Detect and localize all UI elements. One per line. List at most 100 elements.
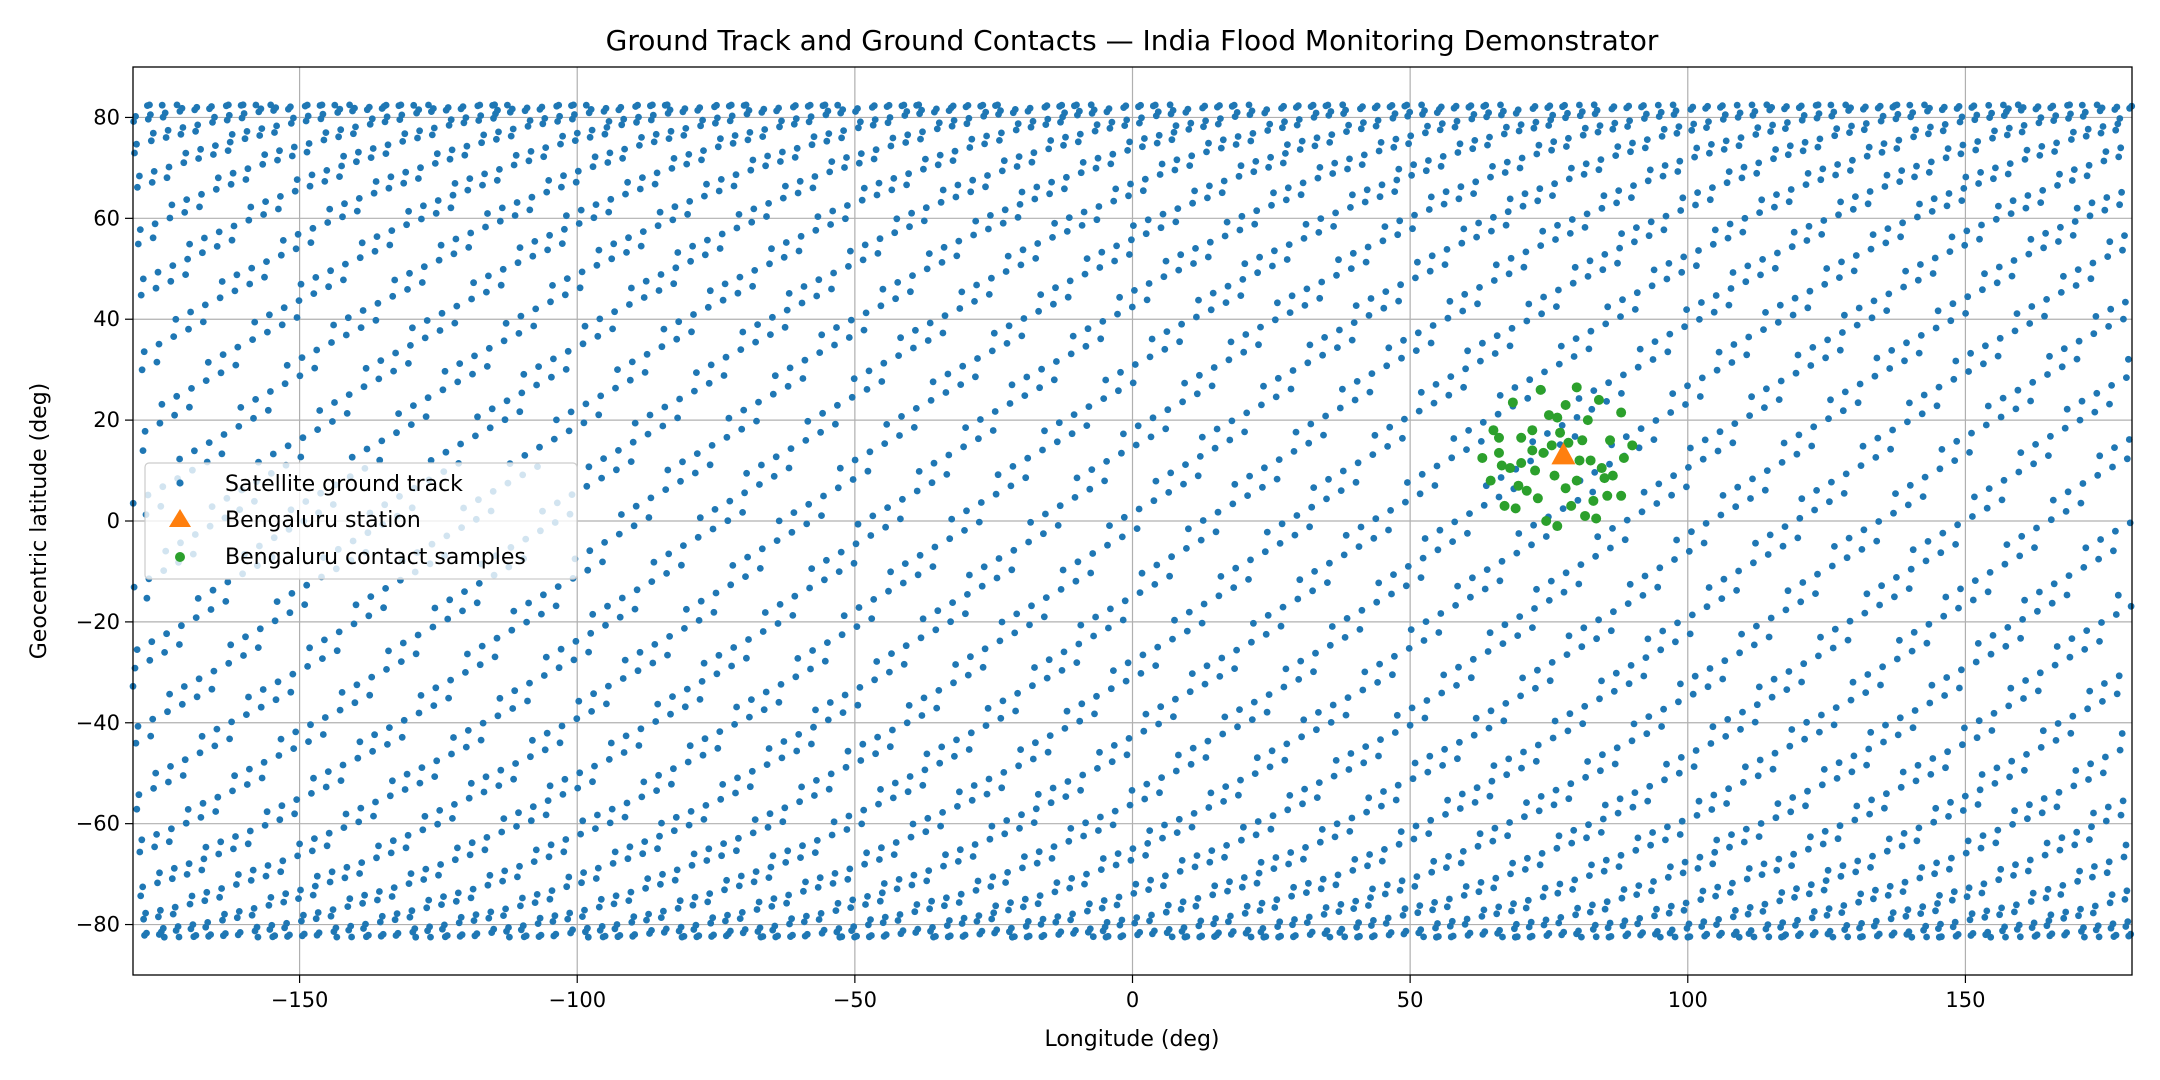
ground-track-point (1469, 655, 1477, 663)
ground-track-point (1254, 269, 1261, 277)
ground-track-point (923, 750, 931, 758)
ground-track-point (941, 902, 948, 910)
ground-track-point (520, 370, 528, 378)
ground-track-point (322, 129, 330, 137)
ground-track-point (1968, 429, 1975, 437)
ground-track-point (989, 873, 997, 881)
ground-track-point (1472, 714, 1480, 722)
ground-track-point (497, 766, 505, 774)
ground-track-point (1987, 933, 1995, 941)
ground-track-point (541, 746, 549, 754)
ground-track-point (2084, 125, 2092, 133)
ground-track-point (606, 819, 614, 827)
ground-track-point (478, 139, 485, 147)
ground-track-point (1023, 373, 1031, 381)
ground-track-point (1016, 201, 1024, 208)
ground-track-point (1359, 686, 1367, 694)
ground-track-point (1914, 761, 1922, 769)
ground-track-point (1454, 582, 1461, 590)
ground-track-point (800, 283, 808, 290)
ground-track-point (338, 162, 345, 170)
ground-track-point (511, 687, 519, 695)
ground-track-point (617, 103, 625, 111)
ground-track-point (375, 375, 383, 383)
ground-track-point (916, 551, 924, 559)
contact-sample-point (1585, 455, 1596, 466)
ground-track-point (1462, 883, 1470, 890)
ground-track-point (845, 334, 853, 341)
ground-track-point (403, 770, 411, 778)
ground-track-point (954, 858, 962, 865)
ground-track-point (1696, 393, 1704, 400)
ground-track-point (735, 834, 742, 842)
ground-track-point (915, 101, 923, 109)
ground-track-point (2034, 103, 2042, 111)
ground-track-point (1037, 291, 1045, 298)
ground-track-point (212, 808, 220, 815)
ground-track-point (1356, 626, 1364, 633)
ground-track-point (1351, 396, 1359, 404)
ground-track-point (775, 698, 783, 706)
ground-track-point (1719, 102, 1726, 110)
ground-track-point (1440, 671, 1448, 679)
ground-track-point (294, 852, 301, 860)
ground-track-point (356, 870, 363, 877)
ground-track-point (963, 120, 971, 128)
ground-track-point (1078, 700, 1086, 708)
ground-track-point (998, 784, 1006, 792)
ground-track-point (1823, 265, 1831, 272)
ground-track-point (501, 867, 509, 875)
ground-track-point (1863, 761, 1870, 769)
ground-track-point (662, 486, 670, 493)
ground-track-point (1291, 916, 1298, 923)
ground-track-point (2019, 104, 2027, 111)
ground-track-point (1603, 898, 1611, 906)
ground-track-point (848, 393, 856, 401)
ground-track-point (139, 447, 147, 454)
ground-track-point (1313, 794, 1321, 801)
ground-track-point (985, 225, 992, 233)
ground-track-point (697, 597, 705, 605)
ground-track-point (625, 234, 632, 242)
ground-track-point (436, 327, 444, 334)
ground-track-point (1426, 267, 1434, 275)
ground-track-point (2053, 643, 2061, 650)
ground-track-point (1014, 689, 1021, 697)
ground-track-point (746, 783, 754, 791)
ground-track-point (1253, 879, 1261, 887)
ground-track-point (1111, 807, 1119, 815)
ground-track-point (180, 683, 188, 690)
ground-track-point (1806, 287, 1814, 295)
legend-marker-contact (175, 552, 185, 562)
ground-track-point (1218, 189, 1226, 197)
ground-track-point (2106, 899, 2114, 907)
ground-track-point (1485, 724, 1493, 732)
ground-track-point (445, 694, 452, 702)
ground-track-point (169, 910, 177, 918)
ground-track-point (1797, 102, 1805, 110)
ground-track-point (2090, 330, 2098, 338)
ground-track-point (1294, 102, 1302, 110)
ground-track-point (1245, 101, 1253, 109)
ground-track-point (352, 123, 359, 131)
ground-track-point (1690, 120, 1698, 128)
ground-track-point (1551, 180, 1558, 188)
ground-track-point (1139, 143, 1146, 151)
ground-track-point (1848, 122, 1855, 130)
ground-track-point (1860, 526, 1868, 534)
ground-track-point (544, 797, 552, 804)
ground-track-point (1446, 895, 1453, 903)
ground-track-point (1377, 736, 1384, 743)
ground-track-point (1057, 118, 1064, 126)
ground-track-point (1369, 885, 1376, 893)
ground-track-point (779, 194, 787, 202)
ground-track-point (182, 271, 190, 278)
ground-track-point (1507, 254, 1515, 262)
ground-track-point (764, 823, 772, 831)
ground-track-point (573, 715, 581, 723)
ground-track-point (1664, 873, 1672, 881)
ground-track-point (1688, 611, 1696, 619)
ground-track-point (1548, 146, 1555, 154)
ground-track-point (1484, 141, 1491, 149)
ground-track-point (786, 920, 793, 928)
